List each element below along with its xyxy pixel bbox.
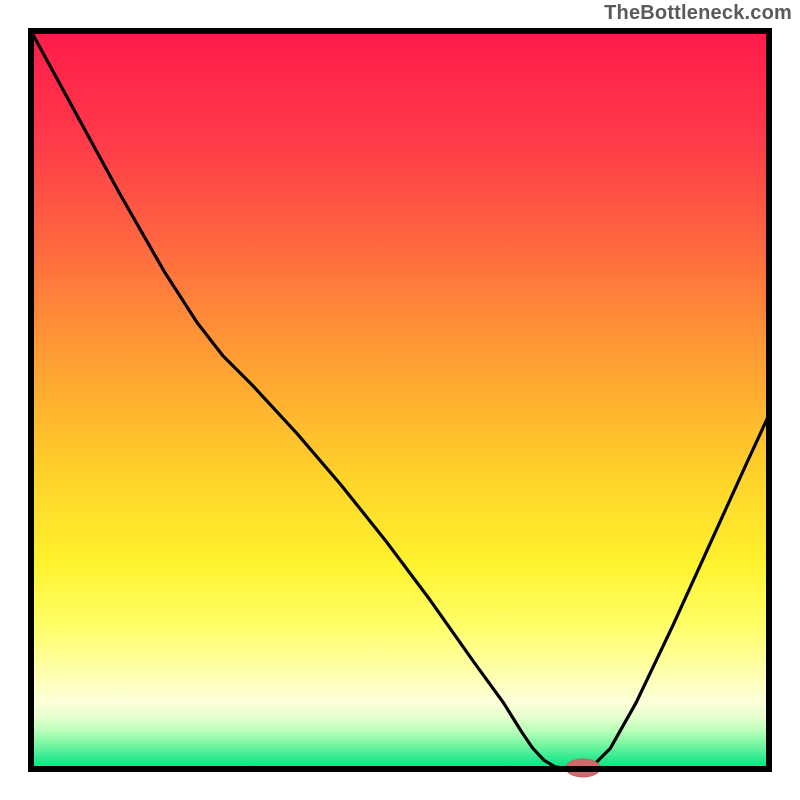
plot-background <box>28 28 772 772</box>
watermark-text: TheBottleneck.com <box>604 2 792 25</box>
chart-container: TheBottleneck.com <box>0 0 800 800</box>
chart-svg <box>0 0 800 800</box>
